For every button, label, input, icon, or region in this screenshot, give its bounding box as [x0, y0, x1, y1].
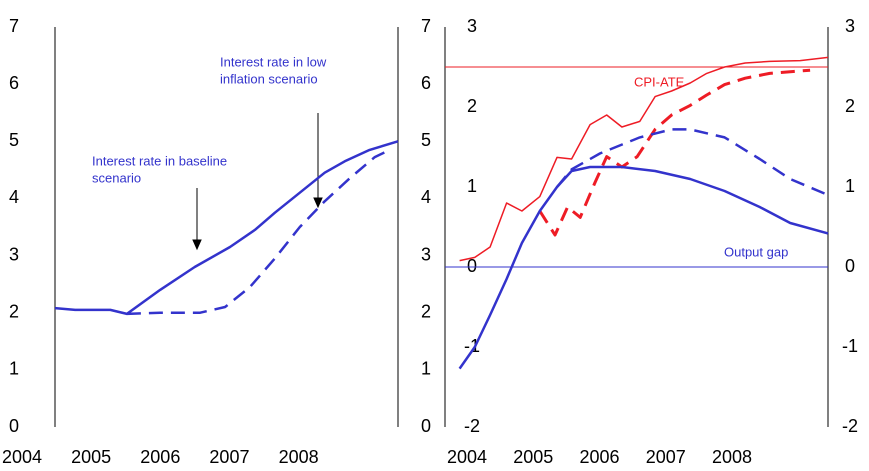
y-tick-label: 2 — [467, 96, 477, 116]
y-tick-label: 4 — [9, 187, 19, 207]
annotation: CPI-ATE — [634, 74, 685, 89]
x-tick-label: 2005 — [513, 447, 553, 467]
y-tick-label: 5 — [9, 130, 19, 150]
y-tick-label-right: 3 — [845, 16, 855, 36]
y-tick-label: 3 — [9, 244, 19, 264]
x-tick-label: 2006 — [140, 447, 180, 467]
y-tick-label: 3 — [467, 16, 477, 36]
y-tick-label: 0 — [9, 416, 19, 436]
y-tick-label-right: 6 — [421, 73, 431, 93]
x-tick-label: 2004 — [2, 447, 42, 467]
y-tick-label-right: 0 — [421, 416, 431, 436]
series-line — [126, 148, 391, 316]
y-tick-label-right: 1 — [845, 176, 855, 196]
y-tick-label: 0 — [467, 256, 477, 276]
y-tick-label: 2 — [9, 301, 19, 321]
y-tick-label-right: 2 — [421, 301, 431, 321]
annotation: scenario — [92, 170, 141, 185]
y-tick-label: -1 — [464, 336, 480, 356]
y-tick-label: 6 — [9, 73, 19, 93]
x-tick-label: 2005 — [71, 447, 111, 467]
y-tick-label: 1 — [467, 176, 477, 196]
x-tick-label: 2007 — [209, 447, 249, 467]
y-tick-label-right: 0 — [845, 256, 855, 276]
x-tick-label: 2008 — [712, 447, 752, 467]
y-tick-label-right: 1 — [421, 359, 431, 379]
annotation: Output gap — [724, 244, 788, 259]
x-tick-label: 2006 — [580, 447, 620, 467]
annotation: Interest rate in baseline — [92, 153, 227, 168]
series-line — [459, 56, 829, 262]
y-tick-label: 1 — [9, 359, 19, 379]
x-tick-label: 2004 — [447, 447, 487, 467]
y-tick-label-right: -2 — [842, 416, 858, 436]
x-tick-label: 2008 — [279, 447, 319, 467]
arrow-head — [313, 197, 323, 209]
series-line — [538, 68, 811, 237]
y-tick-label-right: 7 — [421, 16, 431, 36]
y-tick-label-right: 4 — [421, 187, 431, 207]
y-tick-label-right: 2 — [845, 96, 855, 116]
y-tick-label-right: -1 — [842, 336, 858, 356]
y-tick-label: -2 — [464, 416, 480, 436]
annotation: Interest rate in low — [220, 54, 327, 69]
series-line — [556, 128, 829, 197]
x-tick-label: 2007 — [646, 447, 686, 467]
y-tick-label-right: 5 — [421, 130, 431, 150]
series-line — [54, 140, 399, 316]
arrow-head — [192, 239, 202, 251]
y-tick-label-right: 3 — [421, 244, 431, 264]
series-line — [458, 165, 829, 370]
annotation: inflation scenario — [220, 71, 318, 86]
y-tick-label: 7 — [9, 16, 19, 36]
arrows — [192, 113, 323, 251]
